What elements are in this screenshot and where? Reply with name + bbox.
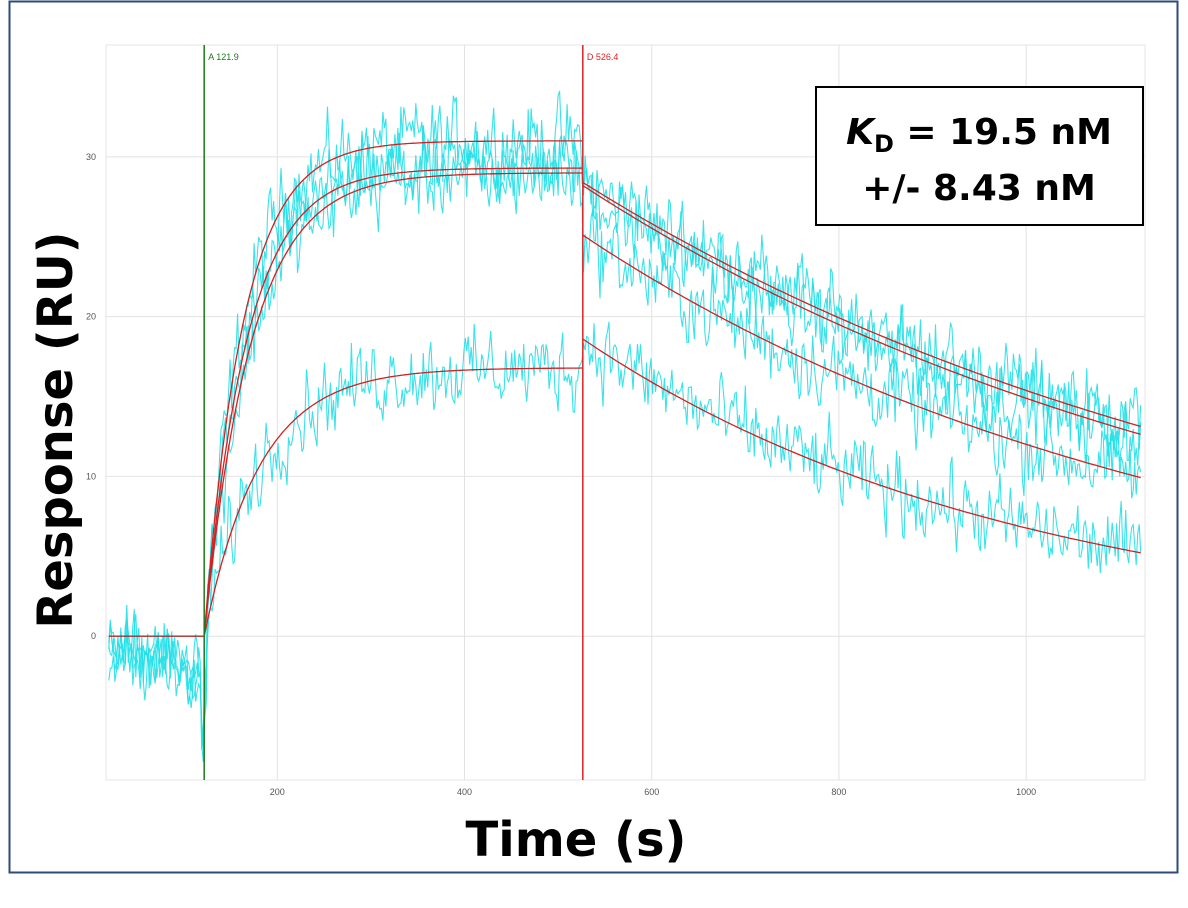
fit-dissociation-4 — [582, 338, 1141, 554]
x-tick-label: 600 — [644, 787, 659, 797]
kd-value: KD = 19.5 nM — [846, 112, 1112, 158]
y-tick-label: 20 — [86, 312, 96, 322]
kd-annotation-box: KD = 19.5 nM +/- 8.43 nM — [815, 86, 1144, 226]
y-tick-labels: 0 10 20 30 — [86, 152, 96, 641]
fit-association-3 — [203, 172, 583, 637]
y-axis-label: Response (RU) — [28, 231, 84, 628]
kd-error: +/- 8.43 nM — [862, 168, 1096, 209]
fit-dissociation-2 — [582, 185, 1141, 436]
raw-trace-1 — [108, 90, 1142, 748]
fit-curves — [108, 140, 1141, 637]
fit-dissociation-1 — [582, 181, 1141, 428]
fit-association-2 — [203, 167, 583, 637]
x-tick-label: 800 — [831, 787, 846, 797]
marker-label-1: A 121.9 — [208, 52, 239, 62]
raw-traces — [108, 90, 1142, 762]
fit-dissociation-3 — [582, 234, 1141, 479]
y-tick-label: 10 — [86, 471, 96, 481]
fit-association-4 — [203, 367, 583, 637]
y-tick-label: 30 — [86, 152, 96, 162]
raw-trace-3 — [108, 126, 1142, 737]
x-tick-labels: 200 400 600 800 1000 — [270, 787, 1036, 797]
injection-markers: A 121.9 D 526.4 — [203, 45, 619, 780]
raw-trace-4 — [108, 321, 1142, 751]
x-tick-label: 1000 — [1016, 787, 1036, 797]
fit-association-1 — [203, 140, 583, 637]
x-tick-label: 200 — [270, 787, 285, 797]
marker-label-2: D 526.4 — [587, 52, 619, 62]
y-tick-label: 0 — [91, 631, 96, 641]
x-axis-label: Time (s) — [466, 812, 687, 868]
x-tick-label: 400 — [457, 787, 472, 797]
